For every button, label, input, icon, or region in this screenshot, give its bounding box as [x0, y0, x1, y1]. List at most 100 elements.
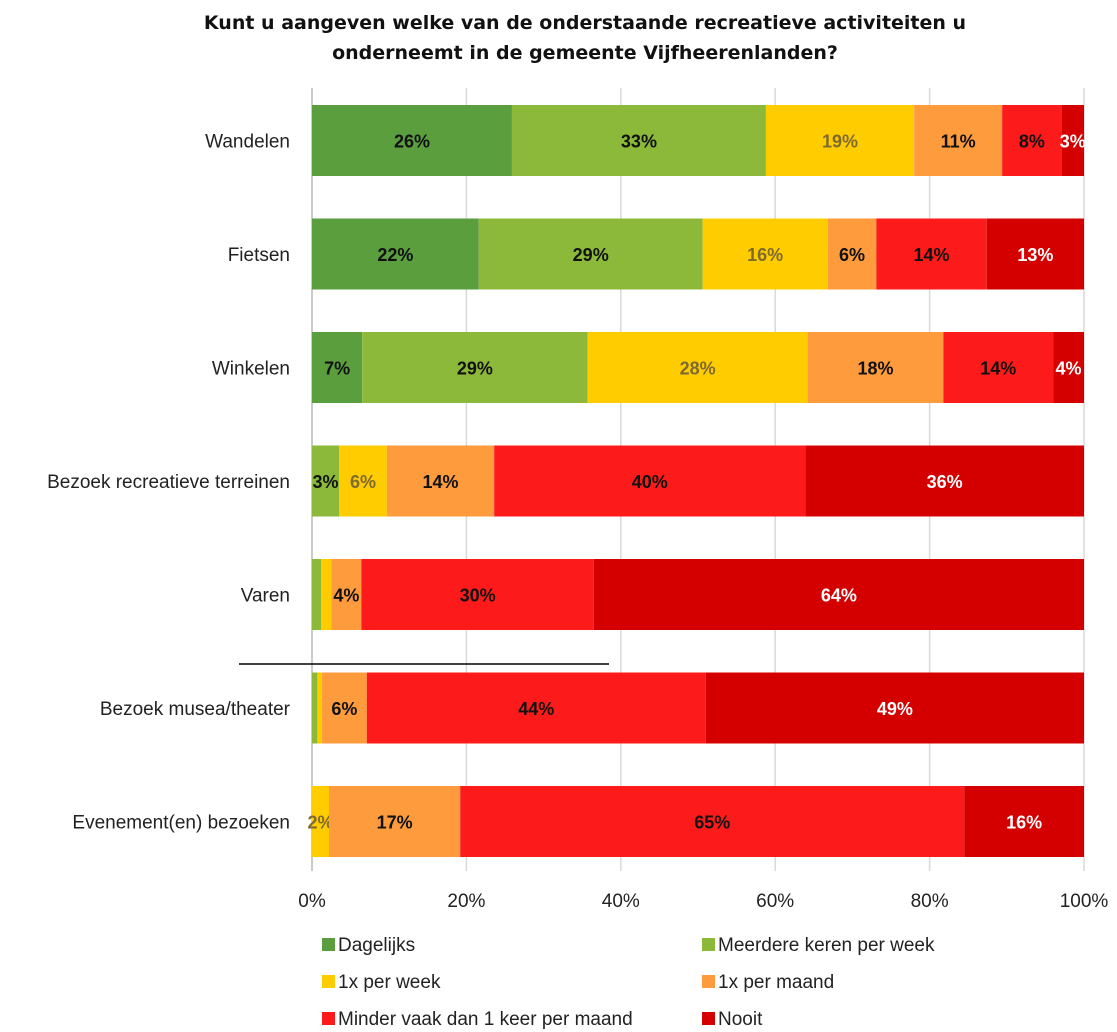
data-label: 7% [324, 359, 350, 379]
bar-segment [765, 105, 915, 176]
data-label: 16% [747, 245, 783, 265]
data-label: 33% [621, 132, 657, 152]
bar-segment [805, 445, 1084, 517]
data-label: 13% [1017, 245, 1053, 265]
bar-segment [587, 332, 808, 403]
data-label: 14% [980, 359, 1016, 379]
data-label: 4% [1056, 359, 1082, 379]
bar-segment [331, 559, 362, 630]
data-label: 28% [680, 359, 716, 379]
data-label: 11% [941, 132, 976, 152]
legend-label: Dagelijks [338, 935, 415, 956]
bar-segment [478, 218, 703, 290]
data-label: 3% [1060, 132, 1086, 152]
bar-segment [1002, 105, 1062, 176]
legend-swatch [322, 938, 335, 951]
legend-swatch [702, 1012, 715, 1025]
legend-swatch [322, 1012, 335, 1025]
data-label: 16% [1006, 813, 1042, 833]
bar-segment [328, 786, 461, 857]
bar-segment [986, 218, 1084, 290]
bar-segment [914, 105, 1003, 176]
x-tick-label: 40% [602, 891, 640, 912]
x-tick-label: 60% [756, 891, 794, 912]
legend-label: 1x per maand [718, 972, 834, 993]
data-label: 17% [377, 813, 413, 833]
data-label: 29% [573, 245, 609, 265]
data-label: 6% [331, 699, 357, 719]
bar-segment [943, 332, 1054, 403]
x-tick-labels: 0% 20% 40% 60% 80% 100% [298, 891, 1108, 912]
data-label: 40% [632, 472, 668, 492]
category-label: Varen [241, 586, 290, 607]
bar-segment [322, 672, 367, 744]
data-label: 65% [694, 813, 730, 833]
data-label: 49% [877, 699, 913, 719]
data-label: 22% [377, 245, 413, 265]
bar-segment [1061, 105, 1084, 176]
data-label: 6% [839, 245, 865, 265]
x-tick-label: 80% [911, 891, 949, 912]
data-label: 26% [394, 132, 430, 152]
bar-segment [312, 786, 329, 857]
bar-segment [386, 445, 495, 517]
data-label: 18% [858, 359, 894, 379]
legend: Dagelijks Meerdere keren per week 1x per w… [322, 935, 935, 1030]
category-labels: Wandelen Fietsen Winkelen Bezoek recreatiev… [47, 132, 291, 834]
x-tick-label: 0% [298, 891, 326, 912]
data-label: 3% [313, 472, 339, 492]
x-tick-label: 20% [447, 891, 485, 912]
bars: 26% 33% 19% 11% 8% 3% 22% 29% 16% 6% 14% 13% 7% 29% 28… [307, 105, 1086, 857]
bar-segment [362, 332, 588, 403]
bar-segment [312, 218, 479, 290]
bar-segment [339, 445, 387, 517]
data-label: 14% [914, 245, 950, 265]
data-label: 19% [822, 132, 858, 152]
bar-segment [705, 672, 1084, 744]
bar-segment [312, 559, 322, 630]
chart-title-line-2: onderneemt in de gemeente Vijfheerenland… [332, 42, 838, 64]
bar-segment [494, 445, 806, 517]
bar-segment [366, 672, 706, 744]
bar-segment [964, 786, 1084, 857]
bar-segment [361, 559, 594, 630]
bar-segment [807, 332, 944, 403]
bar-segment [321, 559, 332, 630]
category-label: Bezoek musea/theater [100, 699, 291, 720]
data-label: 36% [927, 472, 963, 492]
data-label: 14% [423, 472, 459, 492]
legend-label: Nooit [718, 1009, 763, 1030]
bar-segment [593, 559, 1084, 630]
legend-label: Minder vaak dan 1 keer per maand [338, 1009, 633, 1030]
bar-segment [312, 445, 340, 517]
legend-label: Meerdere keren per week [718, 935, 935, 956]
data-label: 4% [333, 586, 359, 606]
data-label: 29% [457, 359, 493, 379]
category-label: Evenement(en) bezoeken [72, 813, 290, 834]
bar-segment [312, 672, 318, 744]
legend-label: 1x per week [338, 972, 441, 993]
data-label: 44% [518, 699, 554, 719]
data-label: 2% [307, 813, 333, 833]
bar-segment [876, 218, 987, 290]
data-label: 30% [460, 586, 496, 606]
bar-segment [511, 105, 766, 176]
bar-segment [460, 786, 965, 857]
chart-title-line-1: Kunt u aangeven welke van de onderstaand… [204, 12, 966, 34]
data-label: 64% [821, 586, 857, 606]
bar-segment [827, 218, 877, 290]
bar-segment [312, 105, 512, 176]
bar-segment [702, 218, 828, 290]
category-label: Winkelen [212, 359, 290, 380]
x-tick-label: 100% [1060, 891, 1109, 912]
category-label: Fietsen [228, 245, 290, 266]
data-label: 6% [350, 472, 376, 492]
legend-swatch [702, 975, 715, 988]
bar-segment [317, 672, 323, 744]
bar-segment [1053, 332, 1084, 403]
legend-swatch [702, 938, 715, 951]
data-label: 8% [1019, 132, 1045, 152]
bar-segment [312, 332, 363, 403]
legend-swatch [322, 975, 335, 988]
